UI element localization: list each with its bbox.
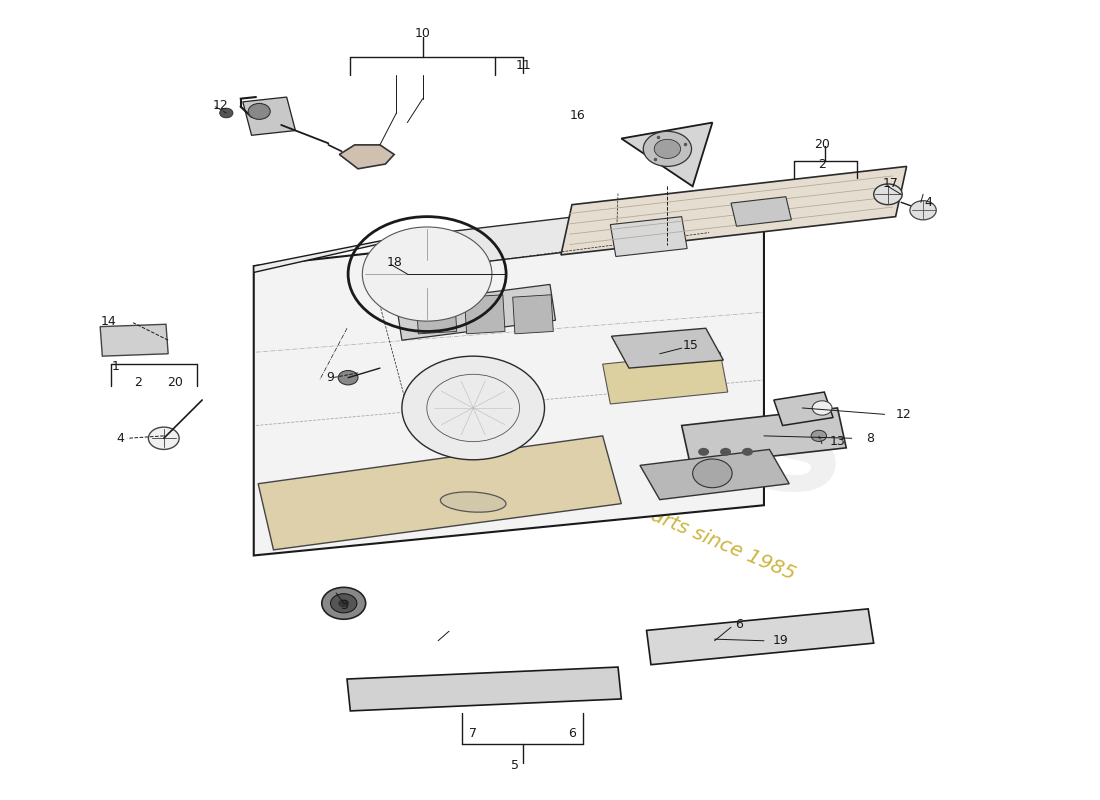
Text: 15: 15	[682, 339, 698, 352]
Polygon shape	[621, 122, 713, 186]
Text: 6: 6	[568, 726, 576, 740]
Text: 18: 18	[386, 256, 403, 270]
Polygon shape	[682, 408, 846, 466]
Text: 5: 5	[510, 758, 519, 772]
Text: 7: 7	[470, 726, 477, 740]
Polygon shape	[396, 285, 556, 340]
Text: 3: 3	[340, 599, 348, 612]
Text: 19: 19	[772, 634, 789, 647]
Circle shape	[698, 448, 710, 456]
Text: 4: 4	[925, 196, 933, 209]
Polygon shape	[640, 450, 789, 500]
Circle shape	[338, 370, 358, 385]
Ellipse shape	[440, 492, 506, 512]
Text: 8: 8	[867, 432, 875, 445]
Polygon shape	[612, 328, 724, 368]
Text: 1: 1	[111, 360, 120, 373]
Polygon shape	[732, 197, 791, 226]
Text: 12: 12	[895, 408, 911, 421]
Polygon shape	[394, 194, 764, 273]
Polygon shape	[258, 436, 622, 550]
Circle shape	[644, 131, 692, 166]
Text: 12: 12	[213, 98, 229, 111]
Polygon shape	[254, 197, 764, 273]
Polygon shape	[339, 145, 394, 169]
Text: 4: 4	[116, 432, 124, 445]
Text: 16: 16	[570, 109, 585, 122]
Circle shape	[742, 448, 754, 456]
Circle shape	[873, 184, 902, 205]
Circle shape	[322, 587, 365, 619]
Text: 6: 6	[735, 618, 743, 631]
Circle shape	[338, 599, 349, 607]
Text: a passion for parts since 1985: a passion for parts since 1985	[510, 447, 798, 584]
Polygon shape	[254, 210, 764, 555]
Circle shape	[249, 103, 271, 119]
Text: 13: 13	[829, 435, 845, 448]
Text: 17: 17	[882, 177, 898, 190]
Polygon shape	[773, 392, 833, 426]
Circle shape	[364, 228, 491, 320]
Circle shape	[331, 594, 356, 613]
Polygon shape	[243, 97, 296, 135]
Polygon shape	[346, 667, 622, 711]
Polygon shape	[100, 324, 168, 356]
Text: 2: 2	[134, 376, 143, 389]
Polygon shape	[464, 294, 505, 334]
Text: 20: 20	[814, 138, 830, 151]
Circle shape	[812, 401, 832, 415]
Polygon shape	[416, 294, 456, 334]
Polygon shape	[603, 352, 728, 404]
Text: 11: 11	[516, 58, 531, 72]
Circle shape	[693, 459, 733, 488]
Polygon shape	[513, 294, 553, 334]
Polygon shape	[610, 217, 688, 257]
Circle shape	[402, 356, 544, 460]
Polygon shape	[647, 609, 873, 665]
Circle shape	[220, 108, 233, 118]
Text: 14: 14	[101, 315, 117, 328]
Text: euro
spares: euro spares	[298, 216, 846, 520]
Circle shape	[148, 427, 179, 450]
Circle shape	[362, 227, 492, 321]
Circle shape	[811, 430, 826, 442]
Text: 2: 2	[818, 158, 826, 171]
Polygon shape	[561, 166, 906, 255]
Circle shape	[910, 201, 936, 220]
Circle shape	[654, 139, 681, 158]
Text: 10: 10	[415, 26, 431, 40]
Text: 20: 20	[167, 376, 183, 389]
Circle shape	[720, 448, 732, 456]
Text: 9: 9	[327, 371, 334, 384]
